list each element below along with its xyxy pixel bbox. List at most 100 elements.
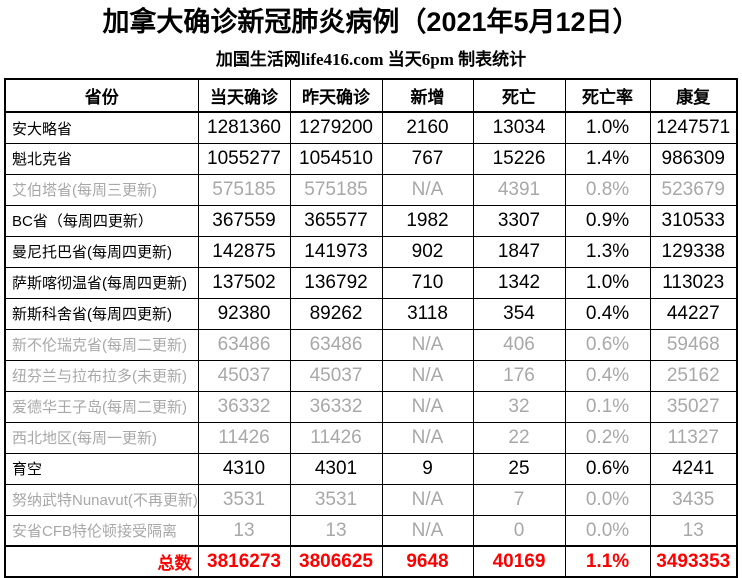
- today-cell: 3531: [197, 483, 291, 516]
- province-cell: 安大略省: [4, 111, 199, 144]
- deaths-cell: 13034: [472, 111, 566, 144]
- table-row: 新斯科舍省(每周四更新) 92380 89262 3118 354 0.4% 44227: [4, 297, 738, 330]
- new-cases-cell: 902: [381, 235, 474, 268]
- province-cell: 新斯科舍省(每周四更新): [4, 297, 199, 330]
- header-province: 省份: [4, 78, 199, 114]
- new-cases-cell: N/A: [381, 173, 474, 206]
- today-cell: 36332: [197, 390, 291, 423]
- province-cell: 西北地区(每周一更新): [4, 421, 199, 454]
- new-cases-cell: 710: [381, 266, 474, 299]
- province-cell: 艾伯塔省(每周三更新): [4, 173, 199, 206]
- deaths-cell: 354: [472, 297, 566, 330]
- page-subtitle: 加国生活网life416.com 当天6pm 制表统计: [215, 50, 527, 70]
- deaths-cell: 32: [472, 390, 566, 423]
- deaths-cell: 1342: [472, 266, 566, 299]
- recovered-cell: 11327: [649, 421, 738, 454]
- death-rate-cell: 1.1%: [564, 545, 651, 578]
- table-header: 省份 当天确诊 昨天确诊 新增 死亡 死亡率 康复: [4, 78, 738, 114]
- recovered-cell: 25162: [649, 359, 738, 392]
- header-new-cases: 新增: [381, 78, 474, 114]
- new-cases-cell: 9648: [381, 545, 474, 578]
- today-cell: 3816273: [197, 545, 291, 578]
- yesterday-cell: 575185: [289, 173, 383, 206]
- province-cell: 纽芬兰与拉布拉多(未更新): [4, 359, 199, 392]
- yesterday-cell: 36332: [289, 390, 383, 423]
- recovered-cell: 986309: [649, 142, 738, 175]
- death-rate-cell: 0.2%: [564, 421, 651, 454]
- new-cases-cell: N/A: [381, 421, 474, 454]
- new-cases-cell: 767: [381, 142, 474, 175]
- recovered-cell: 35027: [649, 390, 738, 423]
- today-cell: 4310: [197, 452, 291, 485]
- today-cell: 1281360: [197, 111, 291, 144]
- today-cell: 137502: [197, 266, 291, 299]
- header-today-confirmed: 当天确诊: [197, 78, 291, 114]
- deaths-cell: 40169: [472, 545, 566, 578]
- death-rate-cell: 1.0%: [564, 266, 651, 299]
- table-row: BC省（每周四更新） 367559 365577 1982 3307 0.9% 310533: [4, 204, 738, 237]
- yesterday-cell: 89262: [289, 297, 383, 330]
- total-row: 总数 3816273 3806625 9648 40169 1.1% 3493353: [4, 545, 738, 578]
- death-rate-cell: 0.4%: [564, 359, 651, 392]
- recovered-cell: 129338: [649, 235, 738, 268]
- yesterday-cell: 4301: [289, 452, 383, 485]
- province-cell: 安省CFB特伦顿接受隔离: [4, 514, 199, 547]
- new-cases-cell: N/A: [381, 483, 474, 516]
- deaths-cell: 176: [472, 359, 566, 392]
- header-row: 省份 当天确诊 昨天确诊 新增 死亡 死亡率 康复: [4, 78, 738, 114]
- table-row: 萨斯喀彻温省(每周四更新) 137502 136792 710 1342 1.0% 1130…: [4, 266, 738, 299]
- death-rate-cell: 0.8%: [564, 173, 651, 206]
- header-death-rate: 死亡率: [564, 78, 651, 114]
- yesterday-cell: 141973: [289, 235, 383, 268]
- table-row: 艾伯塔省(每周三更新) 575185 575185 N/A 4391 0.8% 523679: [4, 173, 738, 206]
- new-cases-cell: 3118: [381, 297, 474, 330]
- death-rate-cell: 0.4%: [564, 297, 651, 330]
- table-row: 纽芬兰与拉布拉多(未更新) 45037 45037 N/A 176 0.4% 25162: [4, 359, 738, 392]
- death-rate-cell: 0.0%: [564, 514, 651, 547]
- yesterday-cell: 1279200: [289, 111, 383, 144]
- province-cell: 爱德华王子岛(每周二更新): [4, 390, 199, 423]
- death-rate-cell: 0.1%: [564, 390, 651, 423]
- today-cell: 367559: [197, 204, 291, 237]
- today-cell: 63486: [197, 328, 291, 361]
- recovered-cell: 13: [649, 514, 738, 547]
- new-cases-cell: N/A: [381, 514, 474, 547]
- table-row: 育空 4310 4301 9 25 0.6% 4241: [4, 452, 738, 485]
- province-cell: 努纳武特Nunavut(不再更新): [4, 483, 199, 516]
- new-cases-cell: N/A: [381, 390, 474, 423]
- province-cell: 总数: [4, 545, 199, 578]
- deaths-cell: 25: [472, 452, 566, 485]
- province-cell: 魁北克省: [4, 142, 199, 175]
- table-row: 西北地区(每周一更新) 11426 11426 N/A 22 0.2% 11327: [4, 421, 738, 454]
- yesterday-cell: 365577: [289, 204, 383, 237]
- table-row: 安大略省 1281360 1279200 2160 13034 1.0% 1247571: [4, 111, 738, 144]
- recovered-cell: 1247571: [649, 111, 738, 144]
- yesterday-cell: 13: [289, 514, 383, 547]
- recovered-cell: 113023: [649, 266, 738, 299]
- province-cell: 育空: [4, 452, 199, 485]
- recovered-cell: 310533: [649, 204, 738, 237]
- death-rate-cell: 0.6%: [564, 452, 651, 485]
- yesterday-cell: 1054510: [289, 142, 383, 175]
- death-rate-cell: 1.3%: [564, 235, 651, 268]
- table-row: 魁北克省 1055277 1054510 767 15226 1.4% 986309: [4, 142, 738, 175]
- table-row: 爱德华王子岛(每周二更新) 36332 36332 N/A 32 0.1% 35027: [4, 390, 738, 423]
- death-rate-cell: 1.0%: [564, 111, 651, 144]
- new-cases-cell: 2160: [381, 111, 474, 144]
- new-cases-cell: N/A: [381, 359, 474, 392]
- new-cases-cell: 9: [381, 452, 474, 485]
- province-cell: BC省（每周四更新）: [4, 204, 199, 237]
- new-cases-cell: N/A: [381, 328, 474, 361]
- today-cell: 142875: [197, 235, 291, 268]
- today-cell: 13: [197, 514, 291, 547]
- new-cases-cell: 1982: [381, 204, 474, 237]
- yesterday-cell: 136792: [289, 266, 383, 299]
- province-cell: 萨斯喀彻温省(每周四更新): [4, 266, 199, 299]
- today-cell: 1055277: [197, 142, 291, 175]
- yesterday-cell: 45037: [289, 359, 383, 392]
- recovered-cell: 4241: [649, 452, 738, 485]
- deaths-cell: 3307: [472, 204, 566, 237]
- province-cell: 新不伦瑞克省(每周二更新): [4, 328, 199, 361]
- recovered-cell: 3435: [649, 483, 738, 516]
